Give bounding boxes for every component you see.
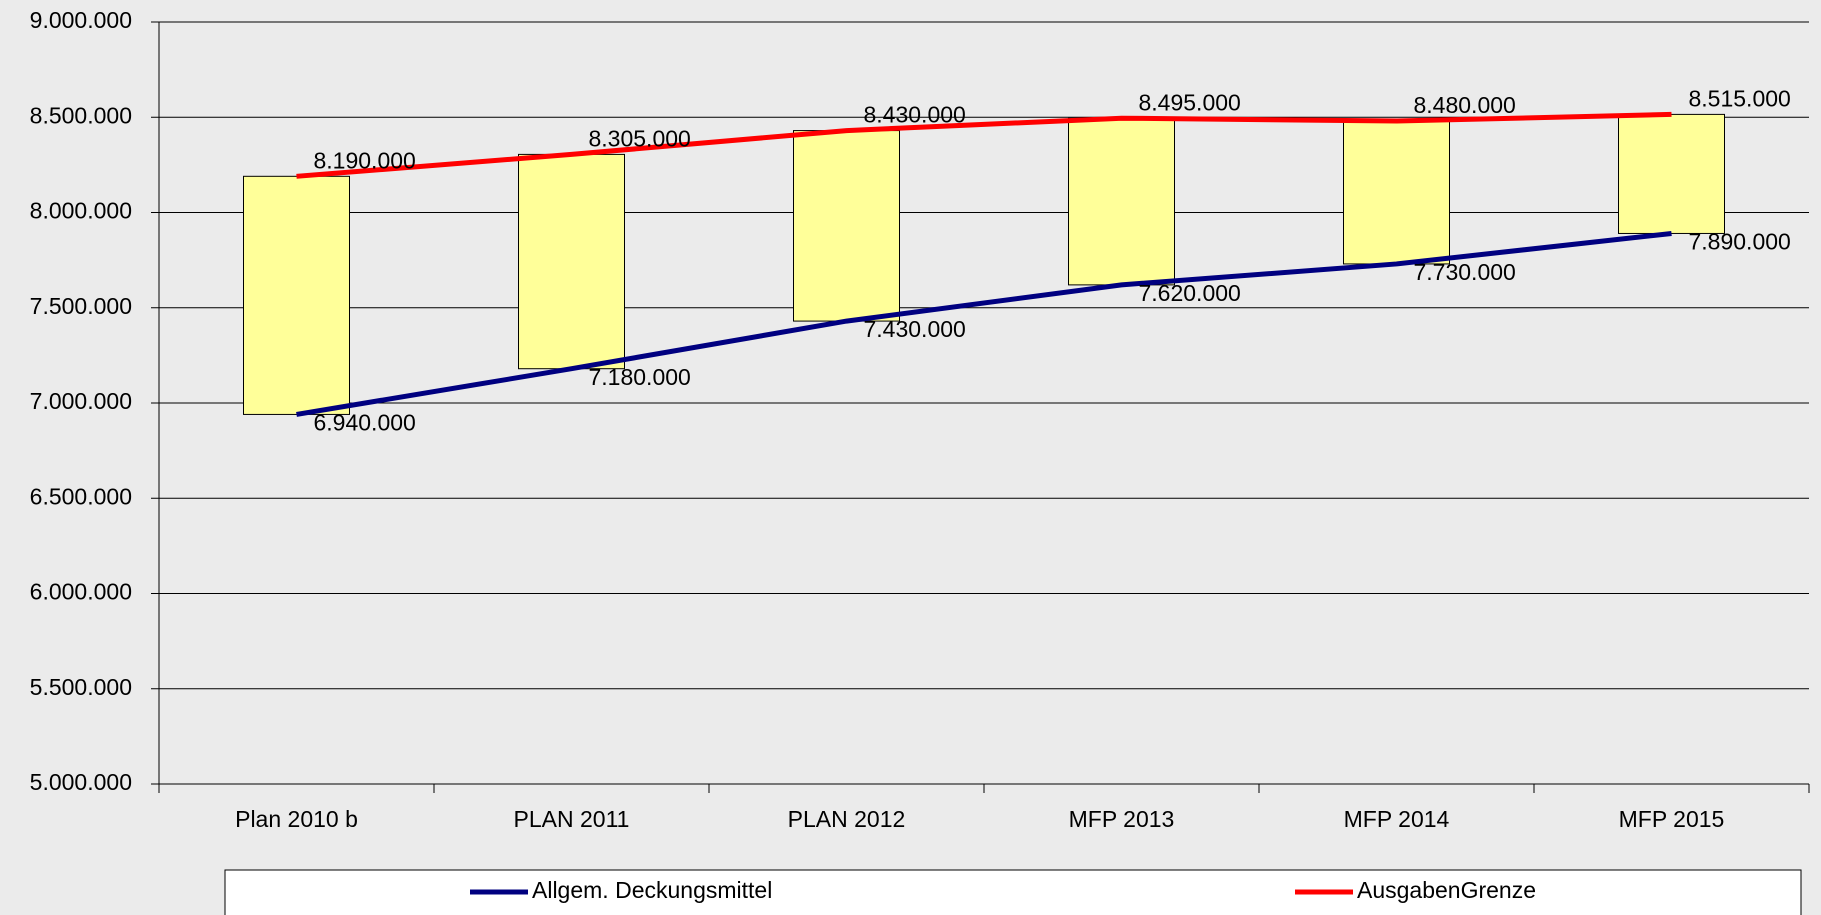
range-box	[518, 153, 625, 370]
x-tick-label: PLAN 2012	[788, 806, 906, 832]
y-tick-label: 5.500.000	[30, 674, 132, 700]
x-tick-label: Plan 2010 b	[235, 806, 358, 832]
data-label: 8.305.000	[589, 125, 691, 151]
range-box	[1068, 117, 1175, 286]
x-tick-label: MFP 2013	[1069, 806, 1175, 832]
data-label: 6.940.000	[314, 410, 416, 436]
series-line	[296, 230, 1672, 417]
y-tick-label: 6.000.000	[30, 579, 132, 605]
data-label: 8.190.000	[314, 147, 416, 173]
range-box	[793, 130, 900, 322]
data-label: 7.730.000	[1414, 259, 1516, 285]
data-label: 8.430.000	[864, 102, 966, 128]
y-tick-label: 8.500.000	[30, 102, 132, 128]
data-label: 7.890.000	[1689, 229, 1791, 255]
legend-box	[224, 869, 1802, 915]
range-box	[1618, 113, 1725, 234]
y-tick-label: 5.000.000	[30, 769, 132, 795]
x-tick-label: MFP 2014	[1344, 806, 1450, 832]
series-line	[296, 111, 1672, 179]
legend-label: AusgabenGrenze	[1357, 877, 1536, 903]
x-tick-label: MFP 2015	[1619, 806, 1725, 832]
data-label: 7.620.000	[1139, 280, 1241, 306]
y-tick-label: 7.500.000	[30, 293, 132, 319]
data-label: 8.515.000	[1689, 85, 1791, 111]
range-box	[1343, 120, 1450, 265]
range-box	[243, 175, 350, 415]
data-label: 8.480.000	[1414, 92, 1516, 118]
y-tick-label: 7.000.000	[30, 388, 132, 414]
data-label: 7.180.000	[589, 364, 691, 390]
data-label: 8.495.000	[1139, 89, 1241, 115]
data-label: 7.430.000	[864, 316, 966, 342]
y-tick-label: 6.500.000	[30, 483, 132, 509]
y-tick-label: 8.000.000	[30, 198, 132, 224]
y-tick-label: 9.000.000	[30, 7, 132, 33]
legend-label: Allgem. Deckungsmittel	[532, 877, 772, 903]
x-tick-label: PLAN 2011	[514, 806, 630, 832]
